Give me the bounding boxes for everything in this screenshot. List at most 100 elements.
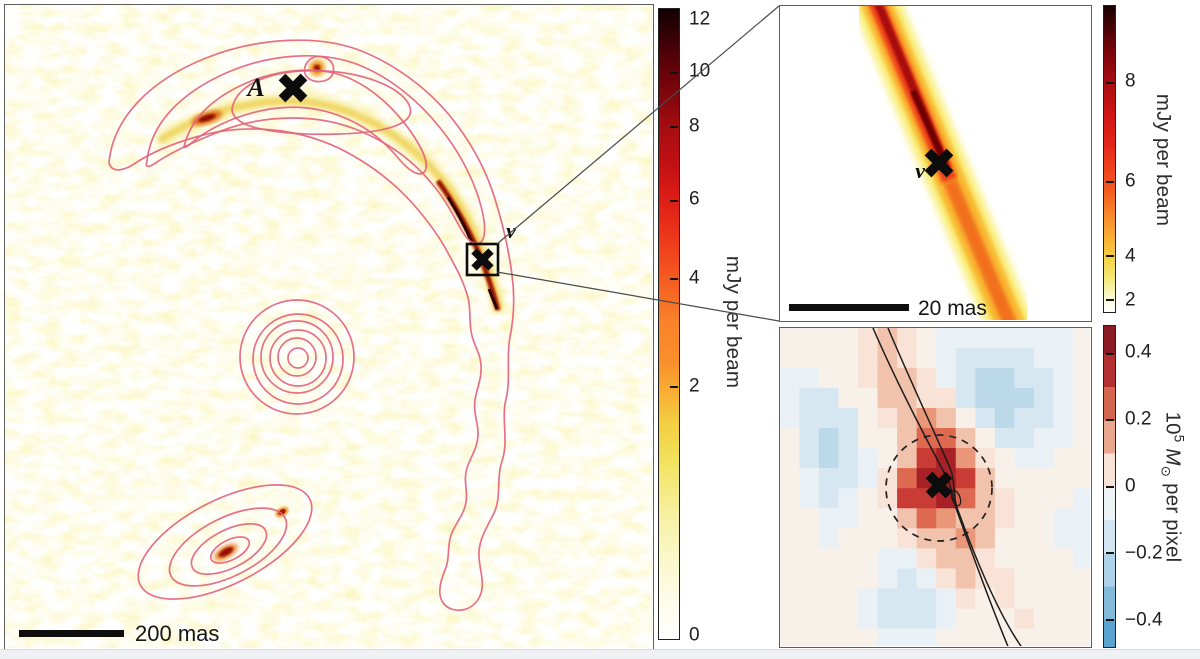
mass-pixel bbox=[1014, 328, 1035, 349]
mass-pixel bbox=[897, 428, 918, 449]
mass-pixel bbox=[1053, 488, 1074, 509]
mass-pixel bbox=[955, 468, 976, 489]
mass-pixel bbox=[857, 488, 879, 509]
mass-pixel bbox=[975, 347, 996, 369]
mass-pixel bbox=[1073, 328, 1090, 349]
mass-pixel bbox=[838, 387, 859, 409]
colorbar-tick-label: 8 bbox=[1125, 70, 1136, 92]
mass-pixel bbox=[1034, 448, 1055, 469]
mass-pixel bbox=[1014, 387, 1035, 409]
colorbar-tick bbox=[1106, 419, 1114, 422]
mass-pixel bbox=[857, 468, 879, 489]
mass-pixel bbox=[1034, 367, 1055, 389]
mass-pixel bbox=[897, 448, 918, 469]
mass-pixel bbox=[1053, 508, 1074, 529]
mass-pixel bbox=[897, 407, 918, 429]
mass-pixel bbox=[975, 328, 996, 349]
mass-pixel bbox=[936, 568, 957, 590]
mass-pixel bbox=[1014, 347, 1035, 369]
mass-pixel bbox=[1034, 528, 1055, 549]
mass-pixel bbox=[1014, 428, 1035, 449]
clump-nu-label: ν bbox=[506, 218, 516, 243]
mass-pixel bbox=[857, 428, 879, 449]
mass-pixel bbox=[838, 548, 859, 570]
mass-pixel bbox=[799, 387, 820, 409]
mass-pixel bbox=[1014, 528, 1035, 549]
mass-pixel bbox=[838, 568, 859, 590]
mass-pixel bbox=[780, 328, 800, 349]
mass-pixel bbox=[799, 628, 820, 646]
mass-pixel bbox=[1053, 628, 1074, 646]
mass-pixel bbox=[1053, 407, 1074, 429]
mass-pixel bbox=[780, 428, 800, 449]
mass-pixel bbox=[1073, 628, 1090, 646]
mass-pixel bbox=[955, 387, 976, 409]
mass-pixel bbox=[994, 347, 1016, 369]
panel-zoom-inset: ν 20 mas bbox=[779, 5, 1092, 322]
mass-pixel bbox=[955, 628, 976, 646]
colorbar-tick bbox=[670, 126, 678, 129]
colorbar-tick-label: −0.2 bbox=[1125, 542, 1163, 564]
mass-pixel bbox=[897, 608, 918, 630]
colorbar-mass-gradient bbox=[1103, 325, 1116, 648]
colorbar-tick bbox=[1106, 552, 1114, 555]
mass-pixel bbox=[857, 588, 879, 610]
colorbar-tick-label: 0.4 bbox=[1125, 341, 1152, 363]
colorbar-tick-label: 2 bbox=[689, 375, 700, 397]
mass-pixel bbox=[780, 568, 800, 590]
mass-pixel bbox=[936, 367, 957, 389]
colorbar-tick-label: 0.2 bbox=[1125, 408, 1152, 430]
mass-pixel bbox=[955, 367, 976, 389]
mass-pixel bbox=[936, 428, 957, 449]
mass-pixel bbox=[799, 328, 820, 349]
mass-pixel bbox=[994, 568, 1016, 590]
mass-pixel bbox=[1073, 448, 1090, 469]
colorbar-main-gradient bbox=[658, 8, 680, 640]
main-map-plot: A ν 200 mas bbox=[5, 5, 652, 648]
mass-pixel bbox=[1034, 548, 1055, 570]
mass-pixel bbox=[838, 508, 859, 529]
mass-pixel bbox=[1073, 468, 1090, 489]
mass-pixel bbox=[780, 588, 800, 610]
panel-mass-map bbox=[779, 327, 1092, 648]
flux-contours bbox=[108, 39, 515, 612]
mass-pixel bbox=[1014, 508, 1035, 529]
mass-pixel bbox=[1034, 468, 1055, 489]
mass-pixel bbox=[975, 387, 996, 409]
mass-pixel bbox=[897, 347, 918, 369]
mass-pixel bbox=[916, 628, 937, 646]
mass-pixel bbox=[1073, 367, 1090, 389]
mass-pixel bbox=[1014, 407, 1035, 429]
mass-pixel bbox=[857, 568, 879, 590]
mass-pixel bbox=[1034, 488, 1055, 509]
mass-pixel bbox=[838, 407, 859, 429]
colorbar-tick-label: 4 bbox=[689, 267, 700, 289]
mass-pixel bbox=[877, 488, 898, 509]
marker-clump-nu-zoom: ν bbox=[915, 148, 954, 183]
source-A-label: A bbox=[245, 73, 264, 102]
mass-pixel bbox=[955, 588, 976, 610]
aperture-dashed-circle bbox=[885, 434, 993, 542]
mass-pixel bbox=[799, 548, 820, 570]
mass-pixel bbox=[838, 608, 859, 630]
mass-pixel bbox=[799, 568, 820, 590]
mass-pixel bbox=[1053, 548, 1074, 570]
mass-pixel bbox=[955, 548, 976, 570]
mass-pixel bbox=[994, 428, 1016, 449]
mass-pixel bbox=[1073, 347, 1090, 369]
x-marker-nu bbox=[471, 248, 494, 271]
mass-pixel bbox=[818, 448, 839, 469]
mass-pixel bbox=[916, 508, 937, 529]
page-bottom-strip bbox=[0, 649, 1200, 659]
colorbar-tick-label: 10 bbox=[689, 60, 711, 82]
mass-pixel bbox=[818, 568, 839, 590]
colorbar-tick bbox=[670, 71, 678, 74]
mass-pixel bbox=[1014, 568, 1035, 590]
mass-pixel bbox=[780, 387, 800, 409]
mass-pixel bbox=[936, 588, 957, 610]
mass-pixel bbox=[1034, 428, 1055, 449]
mass-pixel bbox=[916, 347, 937, 369]
mass-pixel bbox=[897, 328, 918, 349]
colorbar-tick bbox=[1106, 618, 1114, 621]
